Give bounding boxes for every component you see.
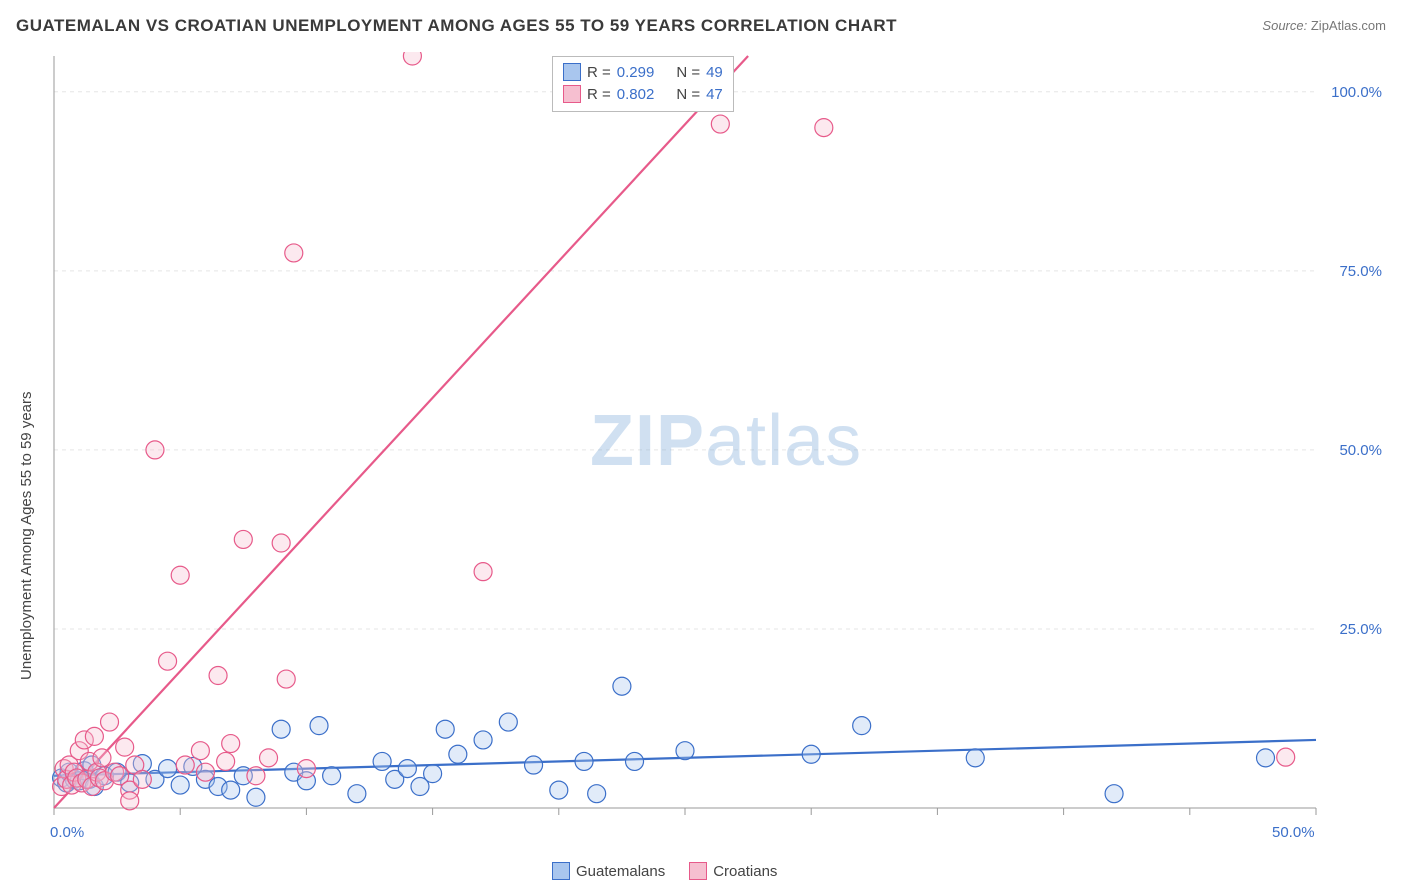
- data-point: [815, 119, 833, 137]
- stats-n-value: 47: [706, 86, 723, 103]
- stats-legend-row: R = 0.299 N = 49: [563, 61, 723, 83]
- data-point: [171, 566, 189, 584]
- data-point: [348, 785, 366, 803]
- data-point: [159, 760, 177, 778]
- data-point: [449, 745, 467, 763]
- data-point: [247, 767, 265, 785]
- data-point: [133, 770, 151, 788]
- data-point: [176, 756, 194, 774]
- data-point: [159, 652, 177, 670]
- data-point: [613, 677, 631, 695]
- data-point: [676, 742, 694, 760]
- legend-item: Guatemalans: [552, 860, 665, 882]
- watermark-zip: ZIP: [590, 401, 705, 481]
- data-point: [1105, 785, 1123, 803]
- stats-legend-box: R = 0.299 N = 49 R = 0.802 N = 47: [552, 56, 734, 112]
- data-point: [93, 749, 111, 767]
- data-point: [285, 244, 303, 262]
- data-point: [196, 763, 214, 781]
- data-point: [191, 742, 209, 760]
- data-point: [323, 767, 341, 785]
- data-point: [101, 713, 119, 731]
- data-point: [222, 781, 240, 799]
- data-point: [85, 727, 103, 745]
- watermark: ZIPatlas: [590, 400, 862, 482]
- data-point: [424, 765, 442, 783]
- data-point: [588, 785, 606, 803]
- legend-swatch: [552, 862, 570, 880]
- data-point: [260, 749, 278, 767]
- legend-item: Croatians: [689, 860, 777, 882]
- data-point: [116, 738, 134, 756]
- source-attribution: Source: ZipAtlas.com: [1262, 18, 1386, 33]
- chart-title: GUATEMALAN VS CROATIAN UNEMPLOYMENT AMON…: [16, 16, 897, 36]
- data-point: [802, 745, 820, 763]
- data-point: [711, 115, 729, 133]
- x-axis-tick-min: 0.0%: [50, 824, 84, 841]
- data-point: [373, 752, 391, 770]
- data-point: [403, 52, 421, 65]
- legend-label: Croatians: [713, 863, 777, 880]
- data-point: [217, 752, 235, 770]
- legend-swatch: [563, 63, 581, 81]
- data-point: [272, 720, 290, 738]
- data-point: [853, 717, 871, 735]
- source-label: Source:: [1262, 18, 1307, 33]
- y-axis-tick-label: 75.0%: [1339, 263, 1382, 280]
- y-axis-tick-label: 100.0%: [1331, 84, 1382, 101]
- data-point: [499, 713, 517, 731]
- chart-container: GUATEMALAN VS CROATIAN UNEMPLOYMENT AMON…: [0, 0, 1406, 892]
- data-point: [222, 735, 240, 753]
- series-legend: Guatemalans Croatians: [552, 860, 777, 882]
- data-point: [277, 670, 295, 688]
- data-point: [121, 792, 139, 810]
- legend-label: Guatemalans: [576, 863, 665, 880]
- data-point: [247, 788, 265, 806]
- legend-swatch: [689, 862, 707, 880]
- stats-r-label: R =: [587, 64, 611, 81]
- data-point: [234, 530, 252, 548]
- x-axis-tick-max: 50.0%: [1272, 824, 1315, 841]
- data-point: [1277, 748, 1295, 766]
- stats-r-label: R =: [587, 86, 611, 103]
- watermark-atlas: atlas: [705, 401, 862, 481]
- stats-n-label: N =: [676, 64, 700, 81]
- stats-r-value: 0.802: [617, 86, 655, 103]
- data-point: [550, 781, 568, 799]
- source-value: ZipAtlas.com: [1311, 18, 1386, 33]
- data-point: [297, 760, 315, 778]
- legend-swatch: [563, 85, 581, 103]
- data-point: [398, 760, 416, 778]
- stats-r-value: 0.299: [617, 64, 655, 81]
- data-point: [966, 749, 984, 767]
- stats-n-label: N =: [676, 86, 700, 103]
- y-axis-tick-label: 50.0%: [1339, 442, 1382, 459]
- data-point: [575, 752, 593, 770]
- y-axis-tick-label: 25.0%: [1339, 621, 1382, 638]
- data-point: [626, 752, 644, 770]
- data-point: [310, 717, 328, 735]
- stats-n-value: 49: [706, 64, 723, 81]
- data-point: [436, 720, 454, 738]
- data-point: [146, 441, 164, 459]
- data-point: [474, 731, 492, 749]
- data-point: [1257, 749, 1275, 767]
- data-point: [171, 776, 189, 794]
- data-point: [209, 667, 227, 685]
- data-point: [525, 756, 543, 774]
- data-point: [272, 534, 290, 552]
- stats-legend-row: R = 0.802 N = 47: [563, 83, 723, 105]
- data-point: [474, 563, 492, 581]
- y-axis-label: Unemployment Among Ages 55 to 59 years: [18, 391, 35, 680]
